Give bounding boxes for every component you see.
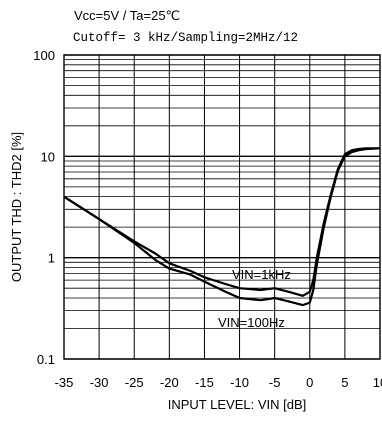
x-axis-label: INPUT LEVEL: VIN [dB] xyxy=(168,397,306,412)
y-tick-label-1: 10 xyxy=(41,149,55,164)
condition-line-1: Vcc=5V / Ta=25℃ xyxy=(74,8,180,23)
x-tick-label-0: -35 xyxy=(55,375,74,390)
y-tick-label-0: 100 xyxy=(33,48,55,63)
x-tick-label-8: 5 xyxy=(341,375,348,390)
grid xyxy=(63,54,381,360)
y-tick-label-3: 0.1 xyxy=(37,352,55,367)
x-tick-label-6: -5 xyxy=(269,375,281,390)
y-tick-label-2: 1 xyxy=(48,251,55,266)
x-tick-label-5: -10 xyxy=(230,375,249,390)
plot-frame xyxy=(63,54,381,360)
annotation-1khz: VIN=1kHz xyxy=(232,267,291,282)
x-tick-label-4: -15 xyxy=(195,375,214,390)
series-line-1 xyxy=(63,147,381,307)
x-tick-label-3: -20 xyxy=(160,375,179,390)
annotation-100hz: VIN=100Hz xyxy=(218,315,285,330)
series-lines xyxy=(63,147,381,307)
series-line-0 xyxy=(63,147,380,297)
x-tick-label-7: 0 xyxy=(306,375,313,390)
tick-labels: -35 -30 -25 -20 -15 -10 -5 0 5 10 100 10 1 0.1 xyxy=(33,48,382,390)
condition-line-2: Cutoff= 3 kHz/Sampling=2MHz/12 xyxy=(73,31,298,45)
x-tick-label-1: -30 xyxy=(90,375,109,390)
y-axis-label: OUTPUT THD : THD2 [%] xyxy=(9,132,24,282)
x-tick-label-9: 10 xyxy=(373,375,382,390)
x-tick-label-2: -25 xyxy=(125,375,144,390)
